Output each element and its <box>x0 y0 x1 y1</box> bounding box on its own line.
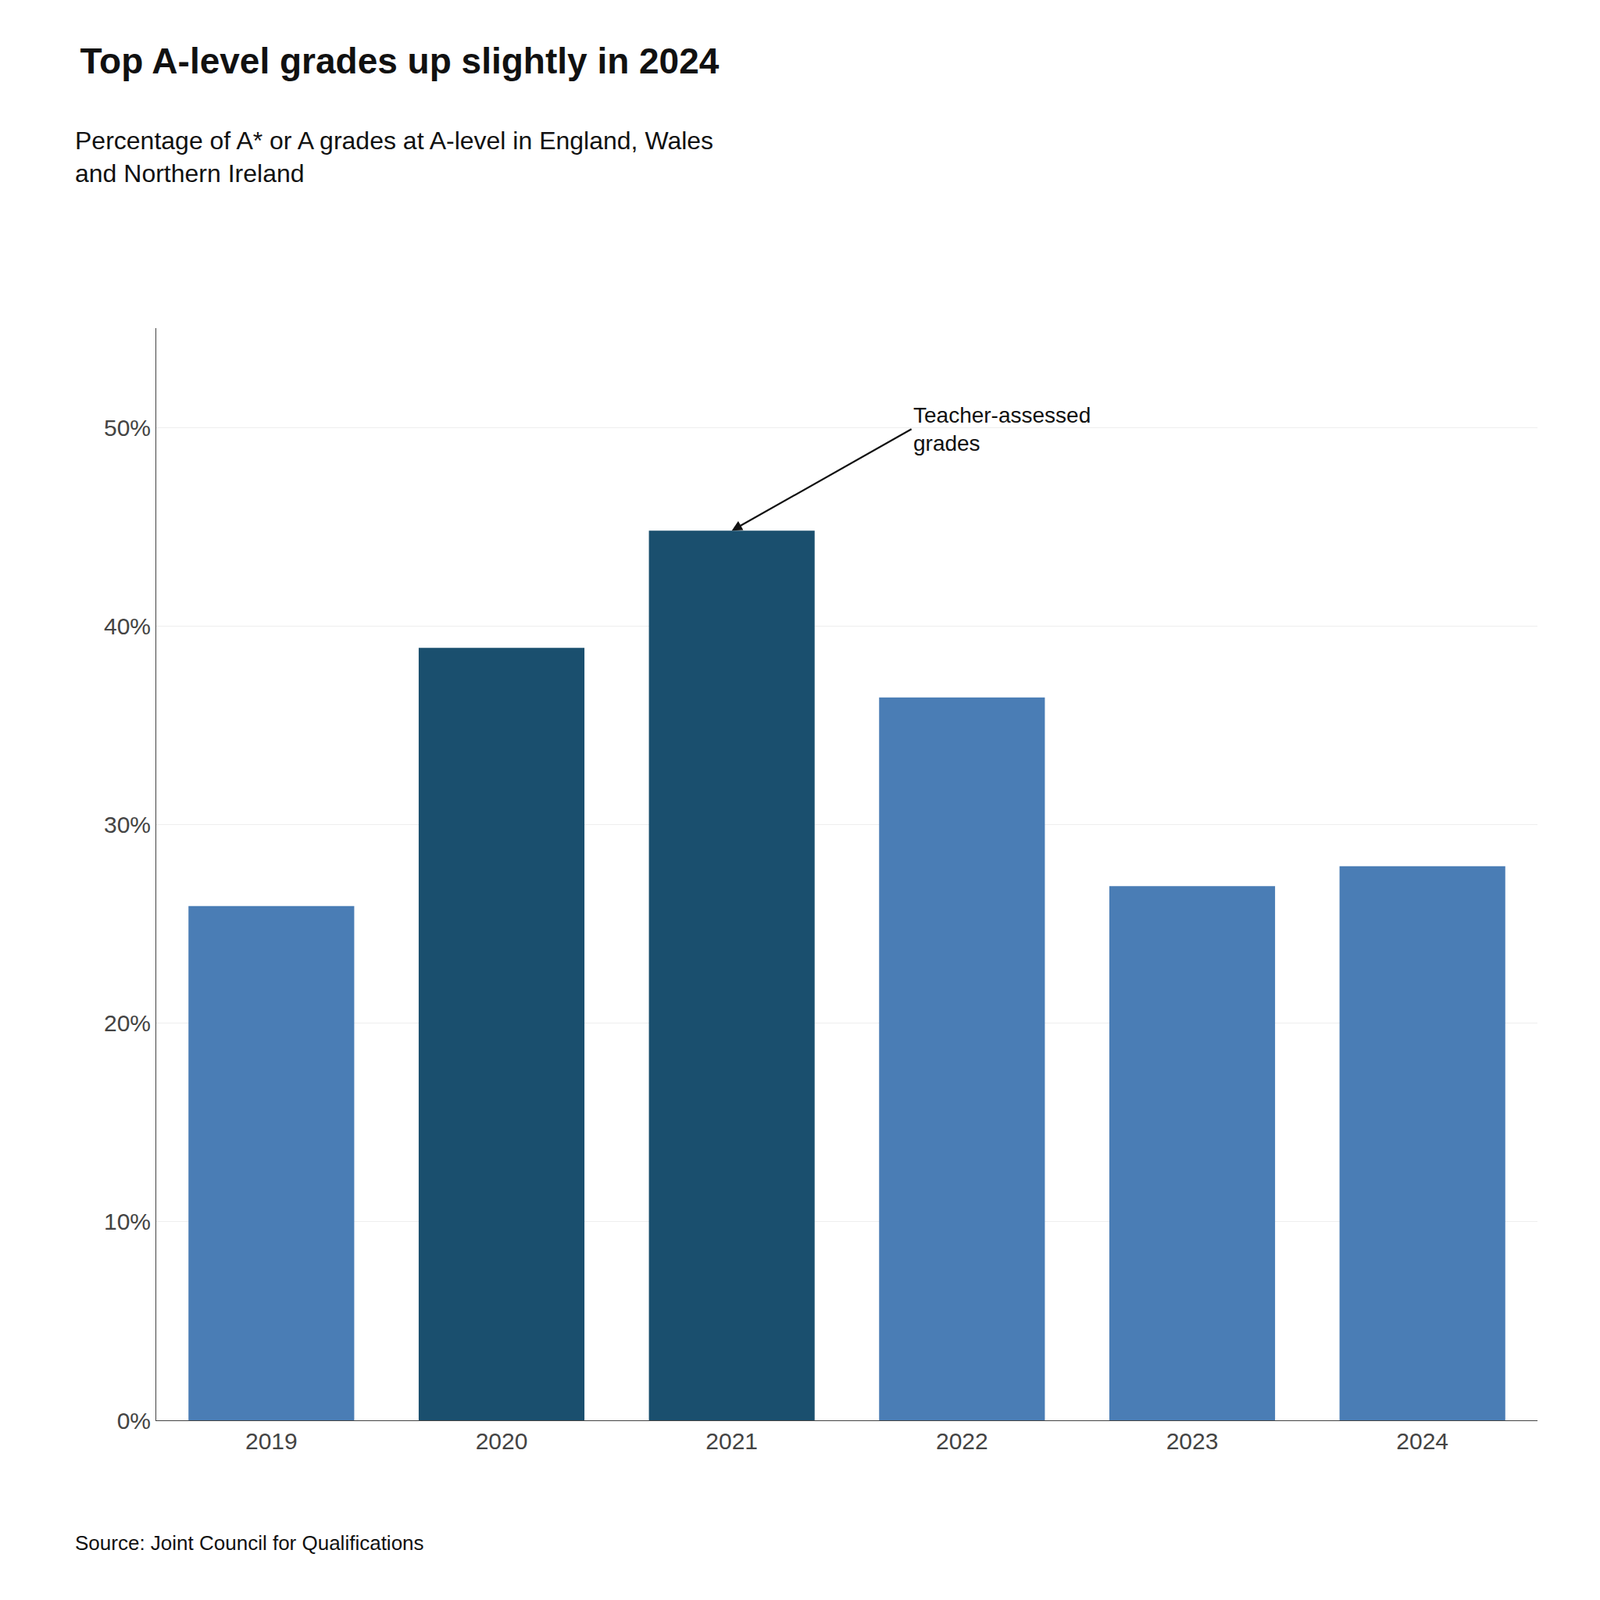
svg-text:20%: 20% <box>103 1010 151 1036</box>
svg-text:2023: 2023 <box>1166 1428 1219 1454</box>
svg-text:30%: 30% <box>103 811 151 838</box>
svg-text:Percentage of A* or A grades a: Percentage of A* or A grades at A-level … <box>75 126 714 188</box>
svg-text:2024: 2024 <box>1396 1428 1449 1454</box>
svg-text:50%: 50% <box>103 414 151 441</box>
svg-text:2019: 2019 <box>245 1428 298 1454</box>
svg-text:Source: Joint Council for Qual: Source: Joint Council for Qualifications <box>75 1531 425 1555</box>
svg-text:2020: 2020 <box>475 1428 529 1454</box>
svg-text:40%: 40% <box>103 613 151 640</box>
svg-text:2021: 2021 <box>705 1428 758 1454</box>
svg-text:Top A-level grades up slightly: Top A-level grades up slightly in 2024 <box>79 40 719 82</box>
svg-text:Teacher-assessedgrades: Teacher-assessedgrades <box>913 403 1091 456</box>
svg-text:0%: 0% <box>117 1407 151 1434</box>
svg-text:10%: 10% <box>103 1208 151 1235</box>
svg-text:2022: 2022 <box>935 1428 989 1454</box>
